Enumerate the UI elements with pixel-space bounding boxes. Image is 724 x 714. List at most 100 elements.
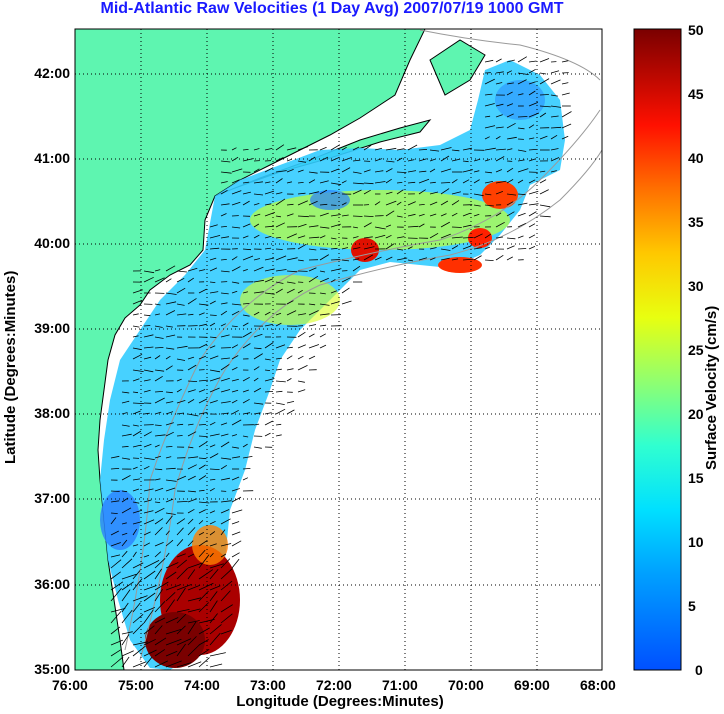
velocity-arrow <box>231 325 238 327</box>
velocity-arrow <box>308 333 315 338</box>
velocity-arrow <box>176 277 185 283</box>
velocity-arrow <box>330 168 340 173</box>
velocity-arrow <box>231 540 242 547</box>
velocity-arrow <box>110 490 120 492</box>
velocity-arrow <box>154 313 160 316</box>
velocity-arrow <box>143 560 160 569</box>
velocity-arrow <box>220 568 233 580</box>
velocity-arrow <box>231 399 238 404</box>
velocity-arrow <box>396 201 402 206</box>
velocity-arrow <box>220 389 231 393</box>
velocity-arrow <box>440 248 451 251</box>
velocity-arrow <box>209 322 216 327</box>
velocity-arrow <box>286 378 292 382</box>
velocity-arrow <box>187 380 198 382</box>
velocity-arrow <box>154 277 165 283</box>
velocity-arrow <box>187 277 195 283</box>
colorbar-tick-label: 25 <box>688 342 704 358</box>
velocity-arrow <box>110 581 124 591</box>
velocity-arrow <box>209 377 221 382</box>
velocity-arrow <box>286 257 298 261</box>
velocity-arrow <box>286 213 294 217</box>
velocity-arrow <box>539 189 549 195</box>
velocity-arrow <box>209 247 220 250</box>
velocity-arrow <box>198 554 210 569</box>
velocity-arrow <box>297 192 306 195</box>
velocity-arrow <box>165 446 173 448</box>
velocity-arrow <box>473 213 480 217</box>
velocity-arrow <box>187 620 200 624</box>
velocity-arrow <box>231 378 239 382</box>
velocity-arrow <box>286 203 294 206</box>
velocity-arrow <box>506 103 514 107</box>
velocity-arrow <box>132 424 139 427</box>
velocity-arrow <box>341 202 347 206</box>
velocity-arrow <box>528 234 536 239</box>
velocity-arrow <box>352 226 358 229</box>
velocity-arrow <box>275 215 281 218</box>
velocity-arrow <box>132 444 141 448</box>
velocity-arrow <box>143 570 156 580</box>
colorbar-tick-label: 35 <box>688 214 704 230</box>
velocity-arrow <box>495 156 505 162</box>
velocity-arrow <box>220 181 228 184</box>
velocity-arrow <box>561 60 569 63</box>
velocity-arrow <box>385 168 393 173</box>
velocity-arrow <box>264 235 272 239</box>
velocity-arrow <box>132 521 142 525</box>
colorbar-tick-label: 30 <box>688 278 704 294</box>
velocity-arrow <box>550 170 557 173</box>
velocity-arrow <box>297 389 306 393</box>
velocity-arrow <box>462 179 470 184</box>
velocity-arrow <box>297 243 307 250</box>
velocity-arrow <box>429 191 439 195</box>
velocity-arrow <box>165 325 173 328</box>
velocity-arrow <box>165 365 173 371</box>
velocity-arrow <box>165 617 179 624</box>
velocity-arrow <box>451 258 459 261</box>
velocity-arrow <box>198 489 205 492</box>
velocity-arrow <box>209 510 216 514</box>
velocity-arrow <box>154 303 161 306</box>
velocity-arrow <box>264 225 274 228</box>
velocity-arrow <box>440 147 452 151</box>
velocity-arrow <box>121 650 134 657</box>
velocity-arrow <box>275 423 282 426</box>
velocity-arrow <box>220 518 231 525</box>
velocity-arrow <box>429 201 438 206</box>
velocity-arrow <box>374 147 383 151</box>
velocity-arrow <box>528 190 539 195</box>
velocity-arrow <box>275 434 282 437</box>
velocity-arrow <box>396 189 404 195</box>
velocity-arrow <box>209 591 218 602</box>
x-tick-label: 70:00 <box>448 677 484 693</box>
velocity-arrow <box>363 182 374 185</box>
velocity-arrow <box>198 312 205 316</box>
velocity-arrow <box>418 158 427 162</box>
velocity-arrow <box>539 215 551 218</box>
velocity-arrow <box>143 499 152 503</box>
velocity-arrow <box>231 303 242 306</box>
velocity-arrow <box>495 136 501 140</box>
velocity-arrow <box>121 457 130 460</box>
velocity-arrow <box>110 455 120 459</box>
velocity-arrow <box>110 608 126 613</box>
velocity-arrow <box>209 613 218 624</box>
velocity-arrow <box>253 446 262 449</box>
velocity-arrow <box>231 179 240 184</box>
velocity-arrow <box>198 288 207 294</box>
velocity-arrow <box>308 171 318 174</box>
velocity-arrow <box>121 475 131 481</box>
velocity-arrow <box>517 212 526 217</box>
velocity-arrow <box>253 377 259 382</box>
velocity-arrow <box>253 168 260 173</box>
velocity-arrow <box>506 82 514 85</box>
velocity-arrow <box>253 234 260 239</box>
velocity-arrow <box>484 125 496 129</box>
velocity-arrow <box>176 345 188 349</box>
velocity-arrow <box>154 468 163 471</box>
velocity-arrow <box>495 254 504 261</box>
velocity-arrow <box>517 159 525 162</box>
colorbar <box>633 28 682 671</box>
velocity-arrow <box>198 269 206 272</box>
